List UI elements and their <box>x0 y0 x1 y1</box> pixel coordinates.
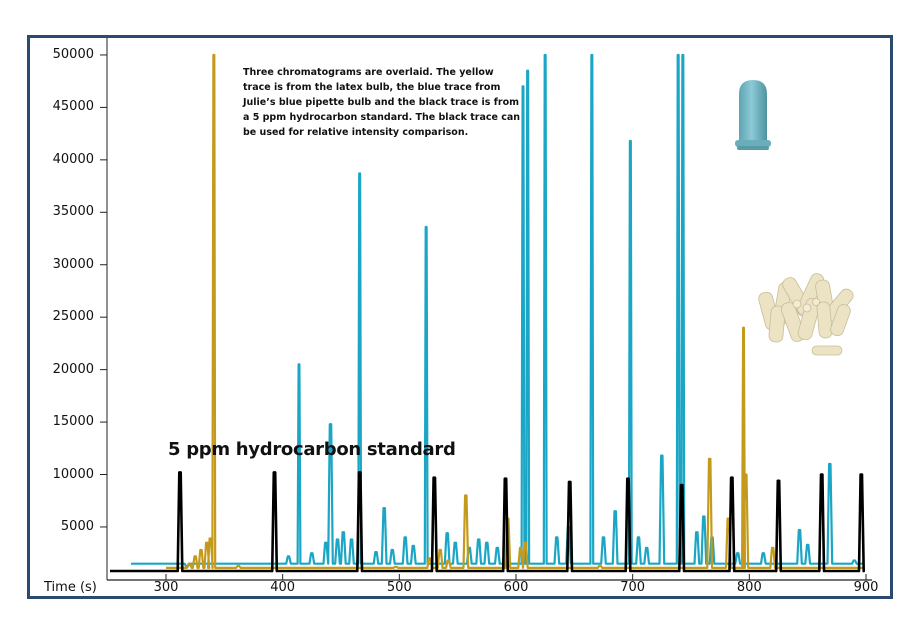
x-axis-label: Time (s) <box>44 580 97 595</box>
y-tick-label: 5000 <box>60 518 94 534</box>
x-tick-label: 400 <box>270 580 296 595</box>
x-tick-label: 500 <box>386 580 412 595</box>
description-annotation: Three chromatograms are overlaid. The ye… <box>243 67 521 138</box>
x-tick-label: 800 <box>736 580 762 595</box>
y-tick-label: 30000 <box>52 256 94 272</box>
y-tick-label: 40000 <box>52 151 94 167</box>
y-tick-label: 20000 <box>52 361 94 377</box>
blue-bulb-trace <box>131 53 863 568</box>
latex-bulbs-pile-icon <box>758 273 854 356</box>
y-tick-label: 15000 <box>52 414 94 430</box>
y-tick-label: 25000 <box>52 309 94 325</box>
tick-marks <box>100 54 867 580</box>
standard-label: 5 ppm hydrocarbon standard <box>168 439 456 460</box>
y-tick-label: 50000 <box>52 46 94 62</box>
x-tick-label: 600 <box>503 580 529 595</box>
y-tick-label: 35000 <box>52 204 94 220</box>
x-tick-label: 300 <box>153 580 179 595</box>
series-layer <box>110 53 866 573</box>
latex-bulb-trace <box>166 53 863 570</box>
standard-trace <box>110 471 866 573</box>
y-tick-label: 10000 <box>52 466 94 482</box>
x-tick-label: 700 <box>620 580 646 595</box>
y-tick-label: 45000 <box>52 99 94 115</box>
blue-pipette-bulb-icon <box>735 80 771 150</box>
x-tick-label: 900 <box>853 580 879 595</box>
